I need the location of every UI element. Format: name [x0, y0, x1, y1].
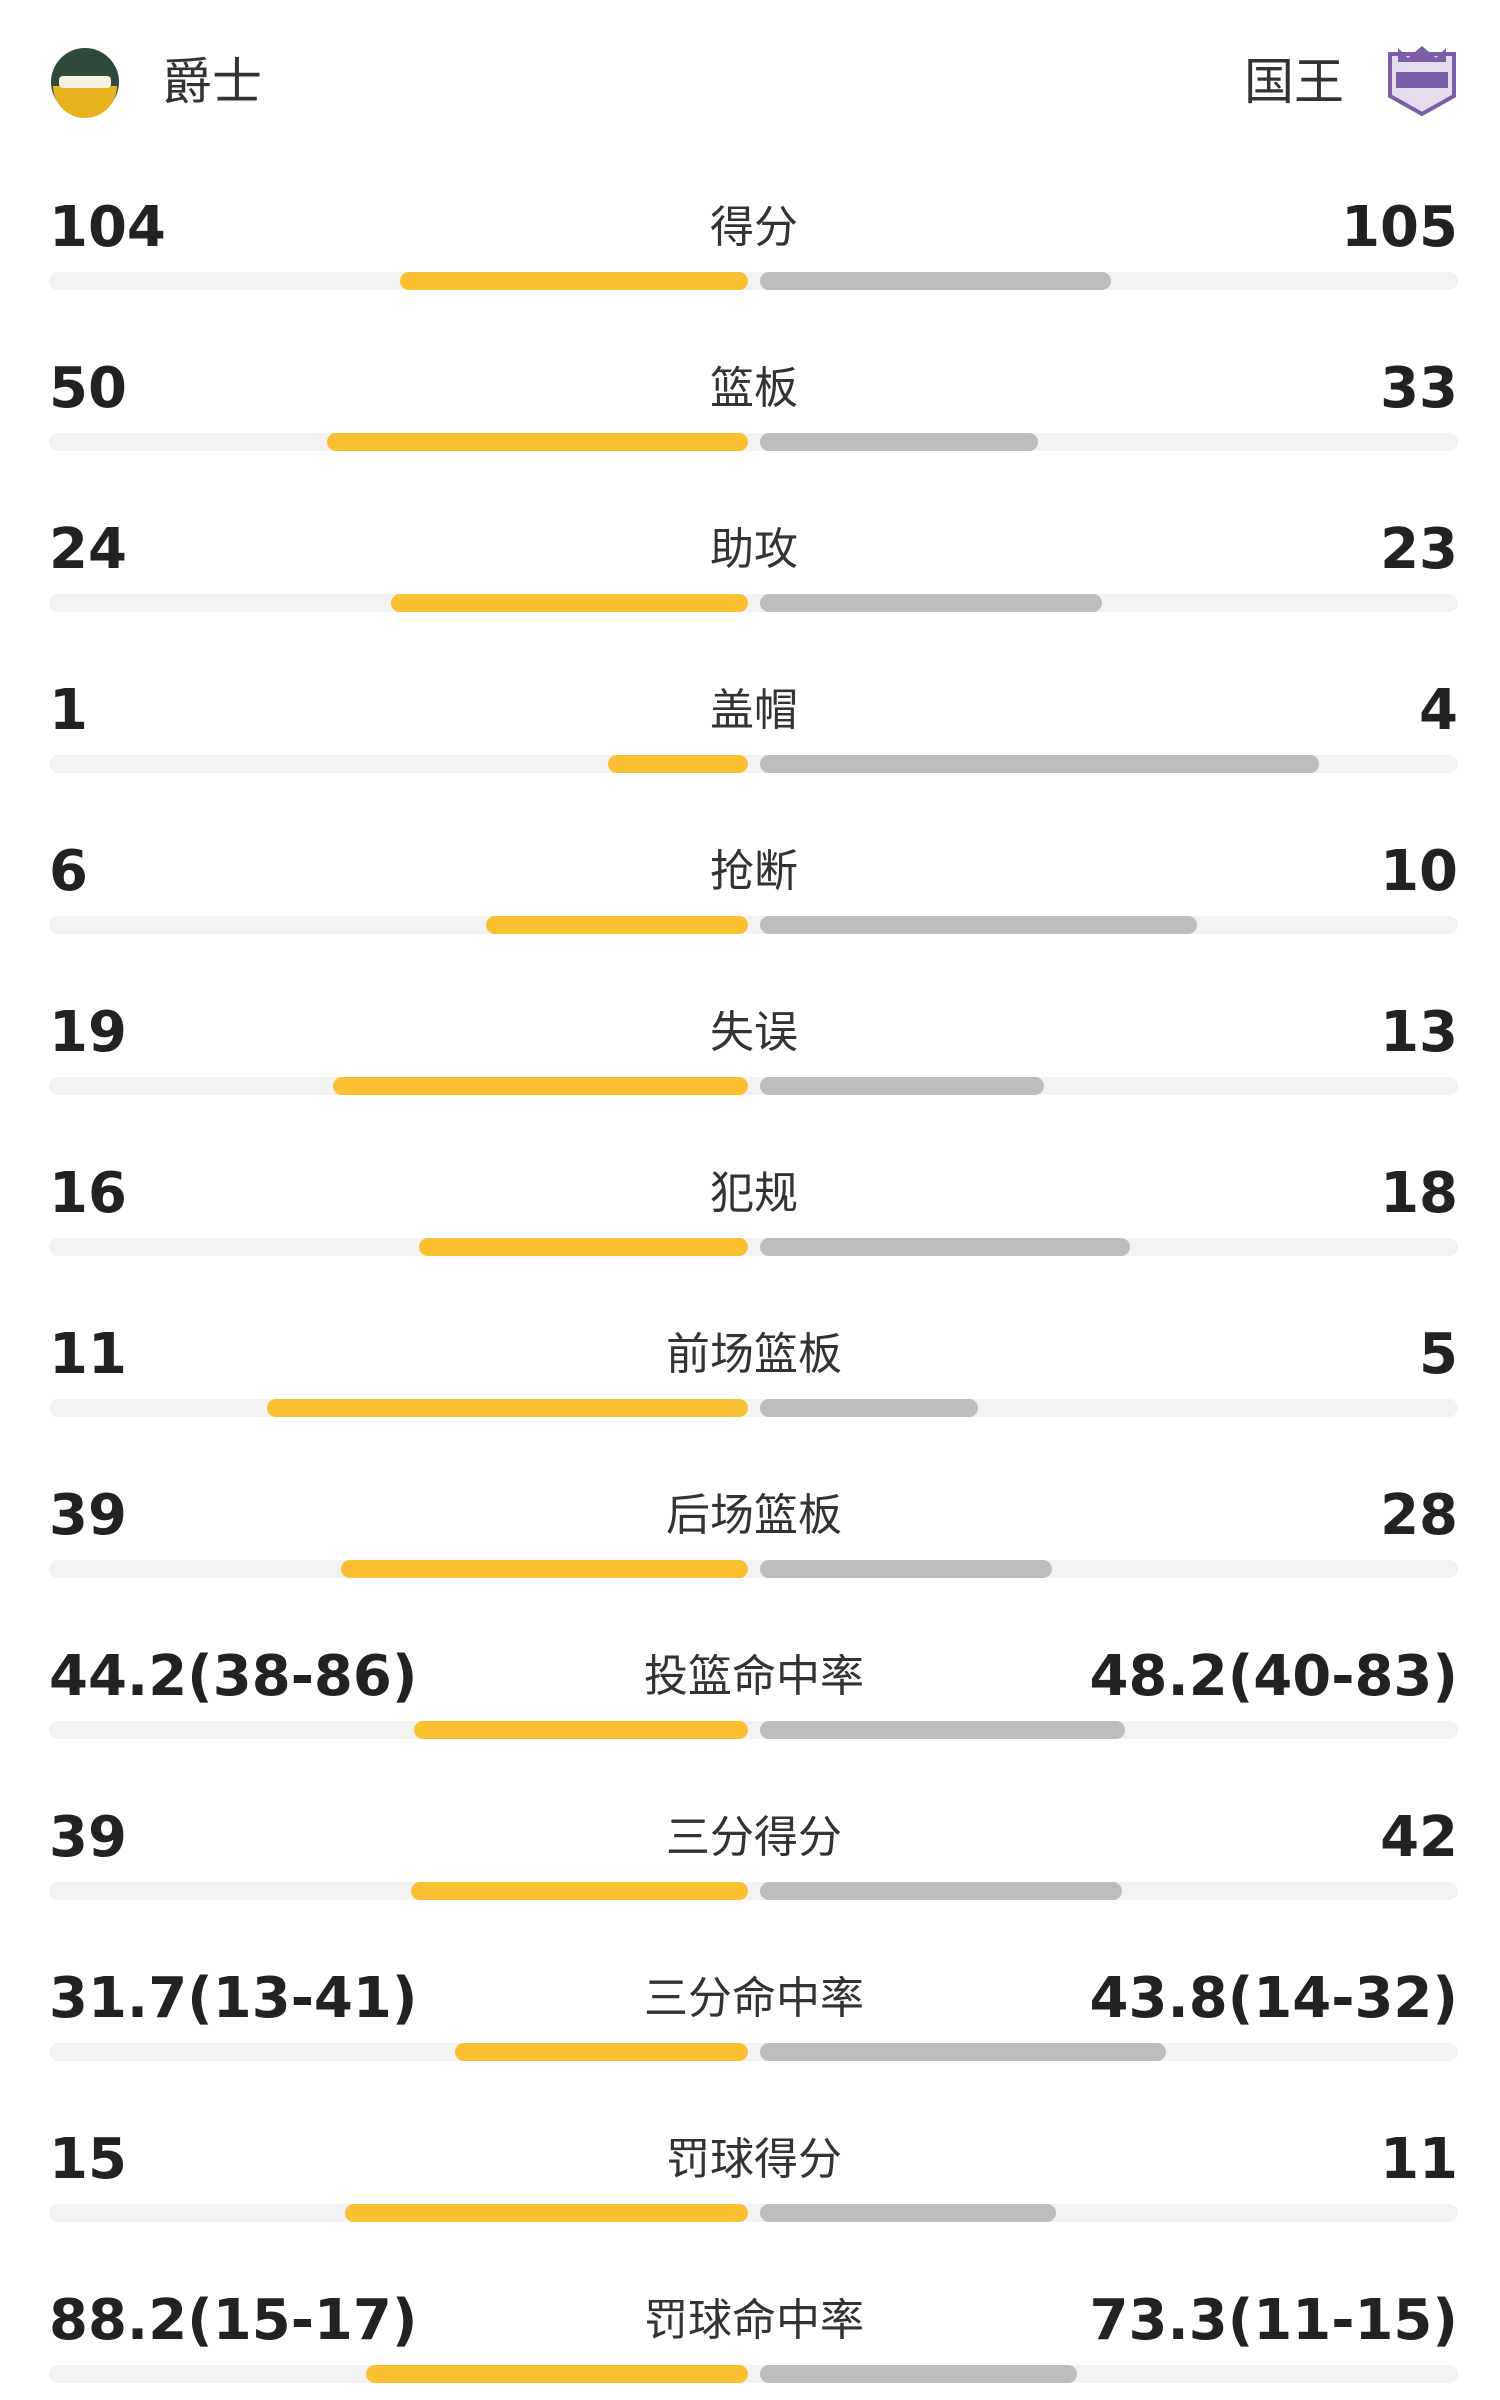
bar-track	[49, 916, 1458, 934]
left-value: 1	[49, 678, 88, 743]
left-value: 104	[49, 195, 166, 260]
left-value: 50	[49, 356, 127, 421]
right-value: 11	[1380, 2127, 1458, 2192]
bar-track	[49, 272, 1458, 290]
home-bar	[344, 2204, 748, 2222]
left-value: 31.7(13-41)	[49, 1966, 418, 2031]
bar-track	[49, 1238, 1458, 1256]
stat-label: 助攻	[710, 524, 798, 575]
away-bar	[760, 1077, 1044, 1095]
right-value: 5	[1419, 1322, 1458, 1387]
stat-label: 罚球得分	[666, 2134, 842, 2185]
left-value: 15	[49, 2127, 127, 2192]
away-team: 国王	[1244, 53, 1344, 111]
away-bar	[760, 2365, 1078, 2383]
away-bar	[760, 1721, 1125, 1739]
right-value: 13	[1380, 1000, 1458, 1065]
home-bar	[332, 1077, 748, 1095]
away-bar	[760, 1882, 1123, 1900]
bar-track	[49, 594, 1458, 612]
stat-label: 失误	[710, 1007, 798, 1058]
right-value: 23	[1380, 517, 1458, 582]
left-value: 19	[49, 1000, 127, 1065]
away-bar	[760, 755, 1320, 773]
home-bar	[608, 755, 748, 773]
right-value: 73.3(11-15)	[1089, 2288, 1458, 2353]
left-value: 24	[49, 517, 127, 582]
home-bar	[419, 1238, 748, 1256]
stat-label: 盖帽	[710, 685, 798, 736]
right-value: 28	[1380, 1483, 1458, 1548]
away-bar	[760, 433, 1038, 451]
left-value: 44.2(38-86)	[49, 1644, 418, 1709]
stat-label: 前场篮板	[666, 1329, 842, 1380]
left-value: 39	[49, 1805, 127, 1870]
away-bar	[760, 1560, 1053, 1578]
home-bar	[485, 916, 748, 934]
stat-label: 篮板	[710, 363, 798, 414]
left-value: 88.2(15-17)	[49, 2288, 418, 2353]
right-value: 18	[1380, 1161, 1458, 1226]
home-bar	[326, 433, 748, 451]
away-bar	[760, 594, 1103, 612]
right-value: 4	[1419, 678, 1458, 743]
stat-label: 抢断	[710, 846, 798, 897]
stat-label: 罚球命中率	[644, 2295, 864, 2346]
bar-track	[49, 1077, 1458, 1095]
bar-track	[49, 1560, 1458, 1578]
left-value: 6	[49, 839, 88, 904]
bar-track	[49, 2365, 1458, 2383]
right-value: 105	[1341, 195, 1458, 260]
bar-track	[49, 1882, 1458, 1900]
bar-track	[49, 1399, 1458, 1417]
home-bar	[366, 2365, 748, 2383]
home-team: 爵士	[162, 53, 262, 111]
home-bar	[341, 1560, 748, 1578]
away-bar	[760, 1399, 979, 1417]
home-logo	[51, 48, 119, 118]
away-logo	[1388, 46, 1456, 117]
right-value: 10	[1380, 839, 1458, 904]
right-value: 33	[1380, 356, 1458, 421]
home-bar	[413, 1721, 748, 1739]
left-value: 16	[49, 1161, 127, 1226]
stat-label: 犯规	[710, 1168, 798, 1219]
stat-label: 三分命中率	[644, 1973, 864, 2024]
left-value: 11	[49, 1322, 127, 1387]
right-value: 42	[1380, 1805, 1458, 1870]
right-value: 48.2(40-83)	[1089, 1644, 1458, 1709]
stat-label: 后场篮板	[666, 1490, 842, 1541]
stat-label: 得分	[710, 202, 798, 253]
home-bar	[400, 272, 748, 290]
home-bar	[267, 1399, 748, 1417]
away-bar	[760, 1238, 1131, 1256]
right-value: 43.8(14-32)	[1089, 1966, 1458, 2031]
bar-track	[49, 1721, 1458, 1739]
bar-track	[49, 2043, 1458, 2061]
stat-label: 三分得分	[666, 1812, 842, 1863]
home-bar	[391, 594, 748, 612]
bar-track	[49, 2204, 1458, 2222]
home-bar	[454, 2043, 748, 2061]
away-bar	[760, 2204, 1056, 2222]
away-bar	[760, 2043, 1166, 2061]
away-bar	[760, 272, 1112, 290]
home-bar	[411, 1882, 748, 1900]
left-value: 39	[49, 1483, 127, 1548]
stat-label: 投篮命中率	[644, 1651, 864, 1702]
away-bar	[760, 916, 1197, 934]
bar-track	[49, 433, 1458, 451]
